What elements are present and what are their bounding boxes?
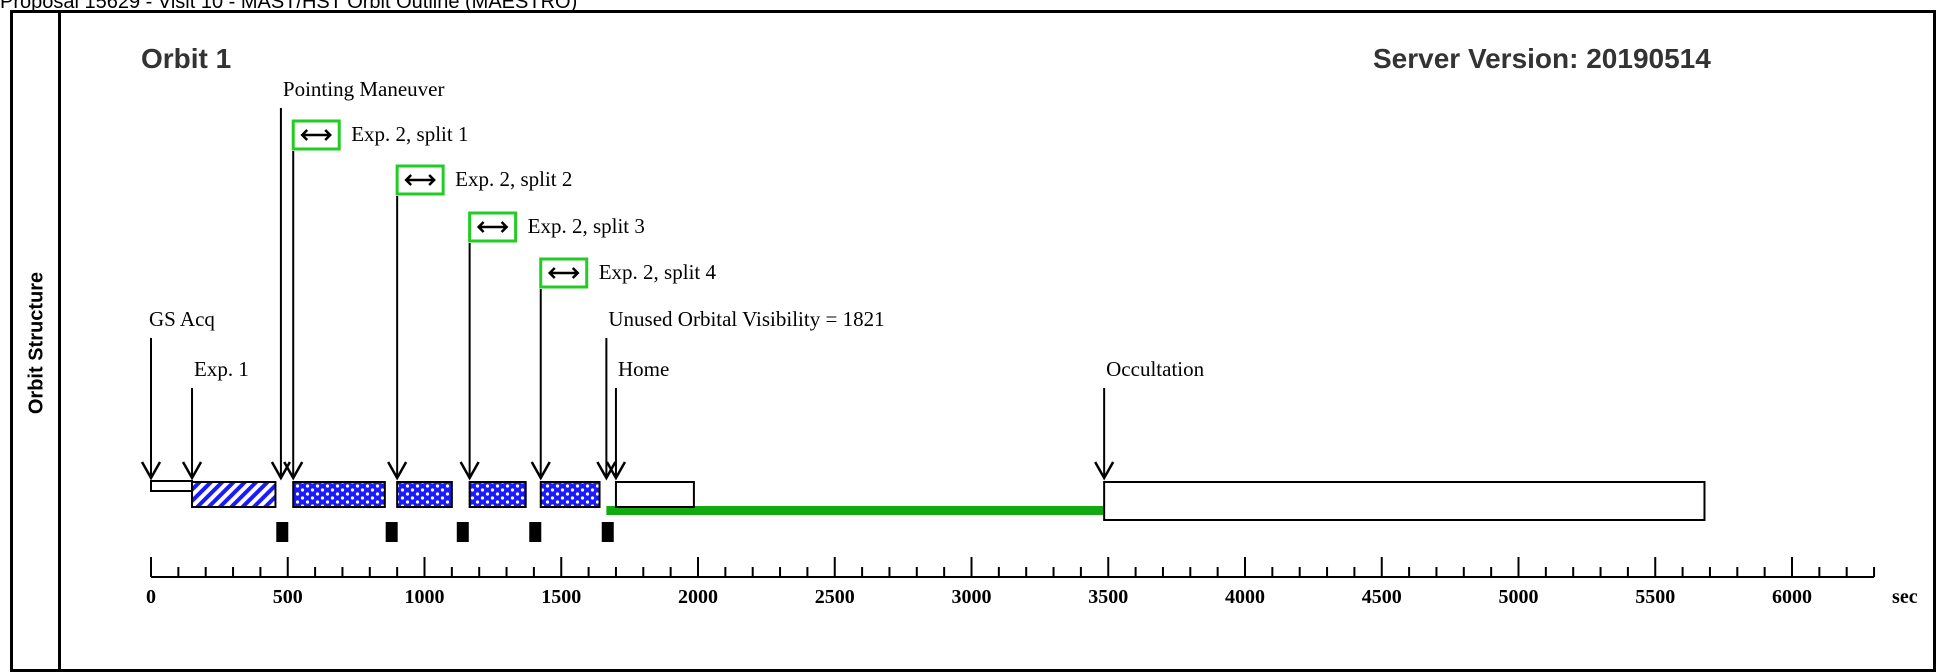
side-column: Orbit Structure	[13, 13, 61, 669]
event-home: Home	[605, 357, 669, 481]
occultation-arrowhead	[1094, 461, 1115, 481]
exp1-arrowhead	[181, 461, 203, 481]
exp2-split3-arrowhead	[459, 461, 480, 481]
exp2-split2-label: Exp. 2, split 2	[455, 167, 572, 191]
event-exp2-split1: Exp. 2, split 1	[283, 119, 468, 481]
unused-visibility-label: Unused Orbital Visibility = 1821	[608, 307, 884, 331]
tick-label-4500: 4500	[1362, 586, 1402, 608]
event-layer: GS Acq Exp. 1 Pointing Maneuver Exp. 2, spl…	[140, 77, 1205, 481]
event-exp2-split3: Exp. 2, split 3	[459, 211, 645, 481]
event-pointing-maneuver: Pointing Maneuver	[270, 77, 445, 481]
gs-acq-label: GS Acq	[149, 307, 215, 331]
marker-1	[276, 522, 289, 542]
home-arrowhead	[605, 461, 627, 481]
occultation-box	[1103, 481, 1706, 521]
event-unused-visibility: Unused Orbital Visibility = 1821	[596, 307, 885, 481]
exp2-split4-label: Exp. 2, split 4	[599, 260, 717, 284]
exp2-split2-arrowhead	[387, 461, 408, 481]
pointing-maneuver-label: Pointing Maneuver	[283, 77, 445, 101]
split4-box	[539, 481, 601, 508]
tick-label-2500: 2500	[815, 586, 855, 608]
split1-box	[292, 481, 386, 508]
time-axis: 0 500 1000 1500 2000 2500 3000 3500 4000 4500 5000…	[146, 557, 1918, 608]
event-exp2-split2: Exp. 2, split 2	[387, 164, 572, 481]
gs-acq-box	[150, 480, 194, 492]
event-gs-acq: GS Acq	[140, 307, 215, 481]
gs-acq-arrowhead	[140, 461, 162, 481]
event-exp2-split4: Exp. 2, split 4	[530, 257, 717, 481]
tick-label-3000: 3000	[952, 586, 992, 608]
tick-label-2000: 2000	[678, 586, 718, 608]
tick-label-6000: 6000	[1772, 586, 1812, 608]
exp1-box	[191, 481, 277, 508]
occultation-label: Occultation	[1106, 357, 1204, 381]
marker-5	[601, 522, 614, 542]
home-label: Home	[618, 357, 669, 381]
exp2-split3-split-arrow-icon	[476, 221, 509, 233]
exp1-label: Exp. 1	[194, 357, 249, 381]
server-version: Server Version: 20190514	[1373, 43, 1711, 74]
event-occultation: Occultation	[1094, 357, 1205, 481]
marker-3	[456, 522, 469, 542]
segment-layer	[150, 480, 1706, 542]
axis-unit-label: sec	[1892, 586, 1918, 608]
split3-box	[468, 481, 527, 508]
home-box	[614, 481, 695, 508]
tick-label-1500: 1500	[541, 586, 581, 608]
exp2-split1-split-arrow-icon	[300, 129, 332, 141]
page-header: Proposal 15629 - Visit 10 - MAST/HST Orb…	[0, 0, 578, 13]
marker-2	[385, 522, 398, 542]
split2-box	[396, 481, 453, 508]
unused-visibility-bar	[606, 506, 1105, 515]
event-exp1: Exp. 1	[181, 357, 249, 481]
exp2-split1-arrowhead	[283, 461, 304, 481]
tick-label-4000: 4000	[1225, 586, 1265, 608]
exp2-split4-arrowhead	[530, 461, 551, 481]
exp2-split3-label: Exp. 2, split 3	[528, 214, 645, 238]
unused-visibility-arrowhead	[596, 461, 617, 481]
tick-label-5000: 5000	[1499, 586, 1539, 608]
exp2-split2-split-arrow-icon	[404, 174, 436, 186]
marker-4	[529, 522, 542, 542]
tick-label-0: 0	[146, 586, 156, 608]
orbit-title: Orbit 1	[141, 43, 232, 74]
tick-label-1000: 1000	[405, 586, 445, 608]
tick-label-5500: 5500	[1635, 586, 1675, 608]
tick-label-3500: 3500	[1088, 586, 1128, 608]
exp2-split1-label: Exp. 2, split 1	[351, 122, 468, 146]
exp2-split4-split-arrow-icon	[547, 267, 580, 279]
tick-label-500: 500	[273, 586, 303, 608]
